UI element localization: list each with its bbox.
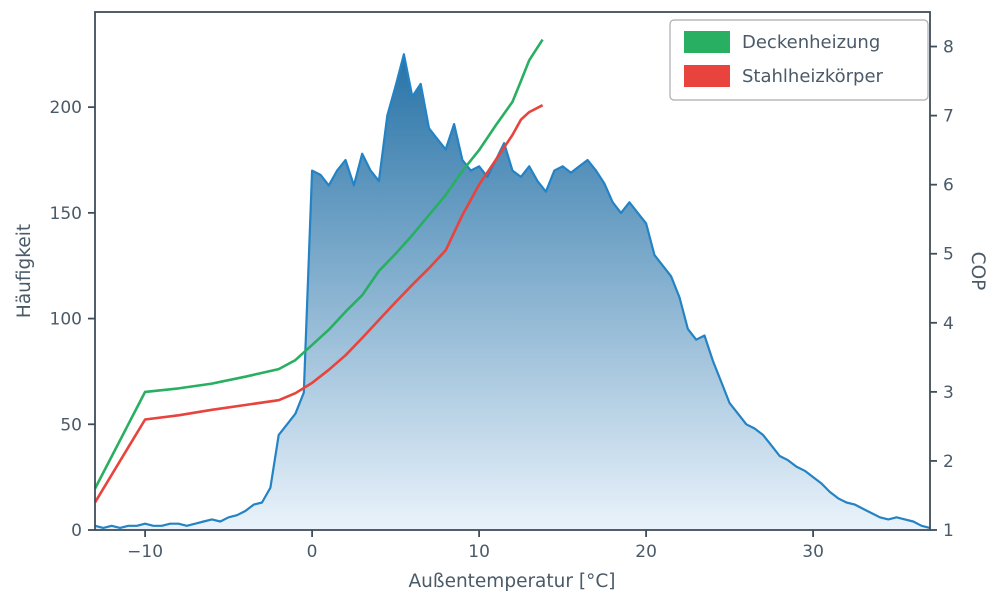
x-tick-label: 10: [468, 542, 490, 562]
legend-label-stahlheizkoerper: Stahlheizkörper: [742, 66, 884, 87]
legend-swatch-stahlheizkoerper: [684, 65, 730, 87]
y-right-label: COP: [967, 252, 988, 291]
y-right-tick-label: 3: [943, 383, 954, 403]
x-tick-label: 30: [802, 542, 824, 562]
x-tick-label: 0: [307, 542, 318, 562]
histogram-area: [95, 54, 930, 531]
x-tick-label: 20: [635, 542, 657, 562]
y-left-tick-label: 200: [50, 98, 82, 118]
legend: Deckenheizung Stahlheizkörper: [669, 19, 929, 101]
x-axis-ticks: −10 0 10 20 30: [127, 530, 824, 562]
y-right-tick-label: 4: [943, 314, 954, 334]
y-right-tick-label: 2: [943, 452, 954, 472]
x-tick-label: −10: [127, 542, 163, 562]
y-left-ticks: 0 50 100 150 200: [50, 98, 95, 541]
y-left-tick-label: 150: [50, 204, 82, 224]
histogram-outline: [94, 53, 931, 529]
legend-swatch-deckenheizung: [684, 31, 730, 53]
y-right-tick-label: 8: [943, 38, 954, 58]
cop-line-deckenheizung: [93, 38, 544, 490]
y-right-tick-label: 7: [943, 107, 954, 127]
legend-box: [669, 19, 929, 101]
x-axis-label: Außentemperatur [°C]: [409, 571, 616, 592]
plot-frame: [94, 11, 931, 531]
y-left-label: Häufigkeit: [14, 224, 35, 318]
y-left-tick-label: 0: [71, 521, 82, 541]
y-right-tick-label: 6: [943, 176, 954, 196]
cop-line-stahlheizkoerper: [93, 104, 544, 504]
legend-label-deckenheizung: Deckenheizung: [742, 32, 880, 53]
y-right-tick-label: 5: [943, 245, 954, 265]
y-left-tick-label: 100: [50, 310, 82, 330]
y-right-tick-label: 1: [943, 521, 954, 541]
y-right-ticks: 1 2 3 4 5 6 7 8: [930, 38, 954, 541]
y-left-tick-label: 50: [60, 415, 82, 435]
